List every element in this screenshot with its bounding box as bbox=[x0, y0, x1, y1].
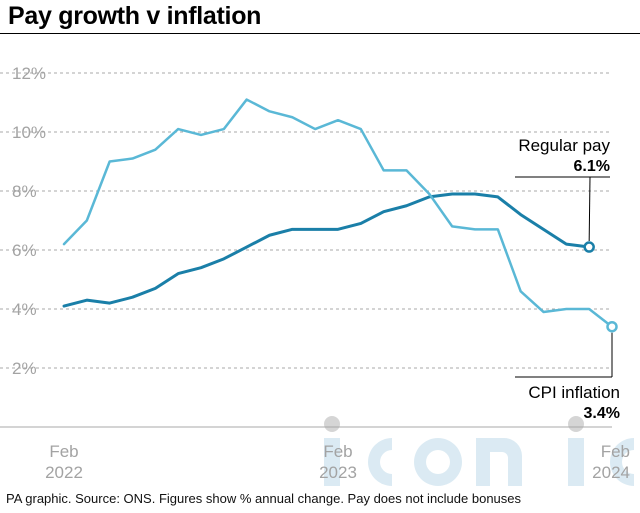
x-tick-label: Feb bbox=[323, 442, 352, 461]
y-tick-label: 4% bbox=[12, 300, 37, 319]
callout-leader bbox=[588, 176, 591, 242]
title-rule bbox=[0, 33, 640, 34]
regular-pay-value: 6.1% bbox=[574, 158, 610, 175]
cpi-inflation-label: CPI inflation bbox=[528, 383, 620, 402]
footer-source: PA graphic. Source: ONS. Figures show % … bbox=[6, 491, 522, 506]
y-tick-label: 10% bbox=[12, 123, 46, 142]
x-axis-labels: Feb 2022 Feb 2023 Feb 2024 bbox=[45, 442, 630, 482]
series-end-marker-cpi-inflation bbox=[606, 320, 618, 333]
y-tick-label: 12% bbox=[12, 64, 46, 83]
y-tick-label: 8% bbox=[12, 182, 37, 201]
x-tick-label: Feb bbox=[601, 442, 630, 461]
chart-title: Pay growth v inflation bbox=[8, 2, 262, 30]
iconic-watermark bbox=[324, 416, 634, 486]
regular-pay-label: Regular pay bbox=[518, 136, 610, 155]
y-tick-label: 6% bbox=[12, 241, 37, 260]
x-tick-label: 2022 bbox=[45, 463, 83, 482]
annotations: Regular pay 6.1% CPI inflation 3.4% bbox=[515, 136, 620, 422]
x-tick-label: 2024 bbox=[592, 463, 630, 482]
series-end-marker-regular-pay bbox=[583, 241, 595, 253]
grid-lines bbox=[0, 72, 612, 428]
x-tick-label: Feb bbox=[49, 442, 78, 461]
series-lines bbox=[62, 98, 618, 333]
series-line-regular-pay bbox=[62, 192, 591, 308]
x-tick-label: 2023 bbox=[319, 463, 357, 482]
cpi-inflation-value: 3.4% bbox=[584, 405, 620, 422]
y-axis-ticks: 2% 4% 6% 8% 10% 12% bbox=[12, 64, 46, 378]
series-line-cpi-inflation bbox=[62, 98, 614, 328]
y-tick-label: 2% bbox=[12, 359, 37, 378]
